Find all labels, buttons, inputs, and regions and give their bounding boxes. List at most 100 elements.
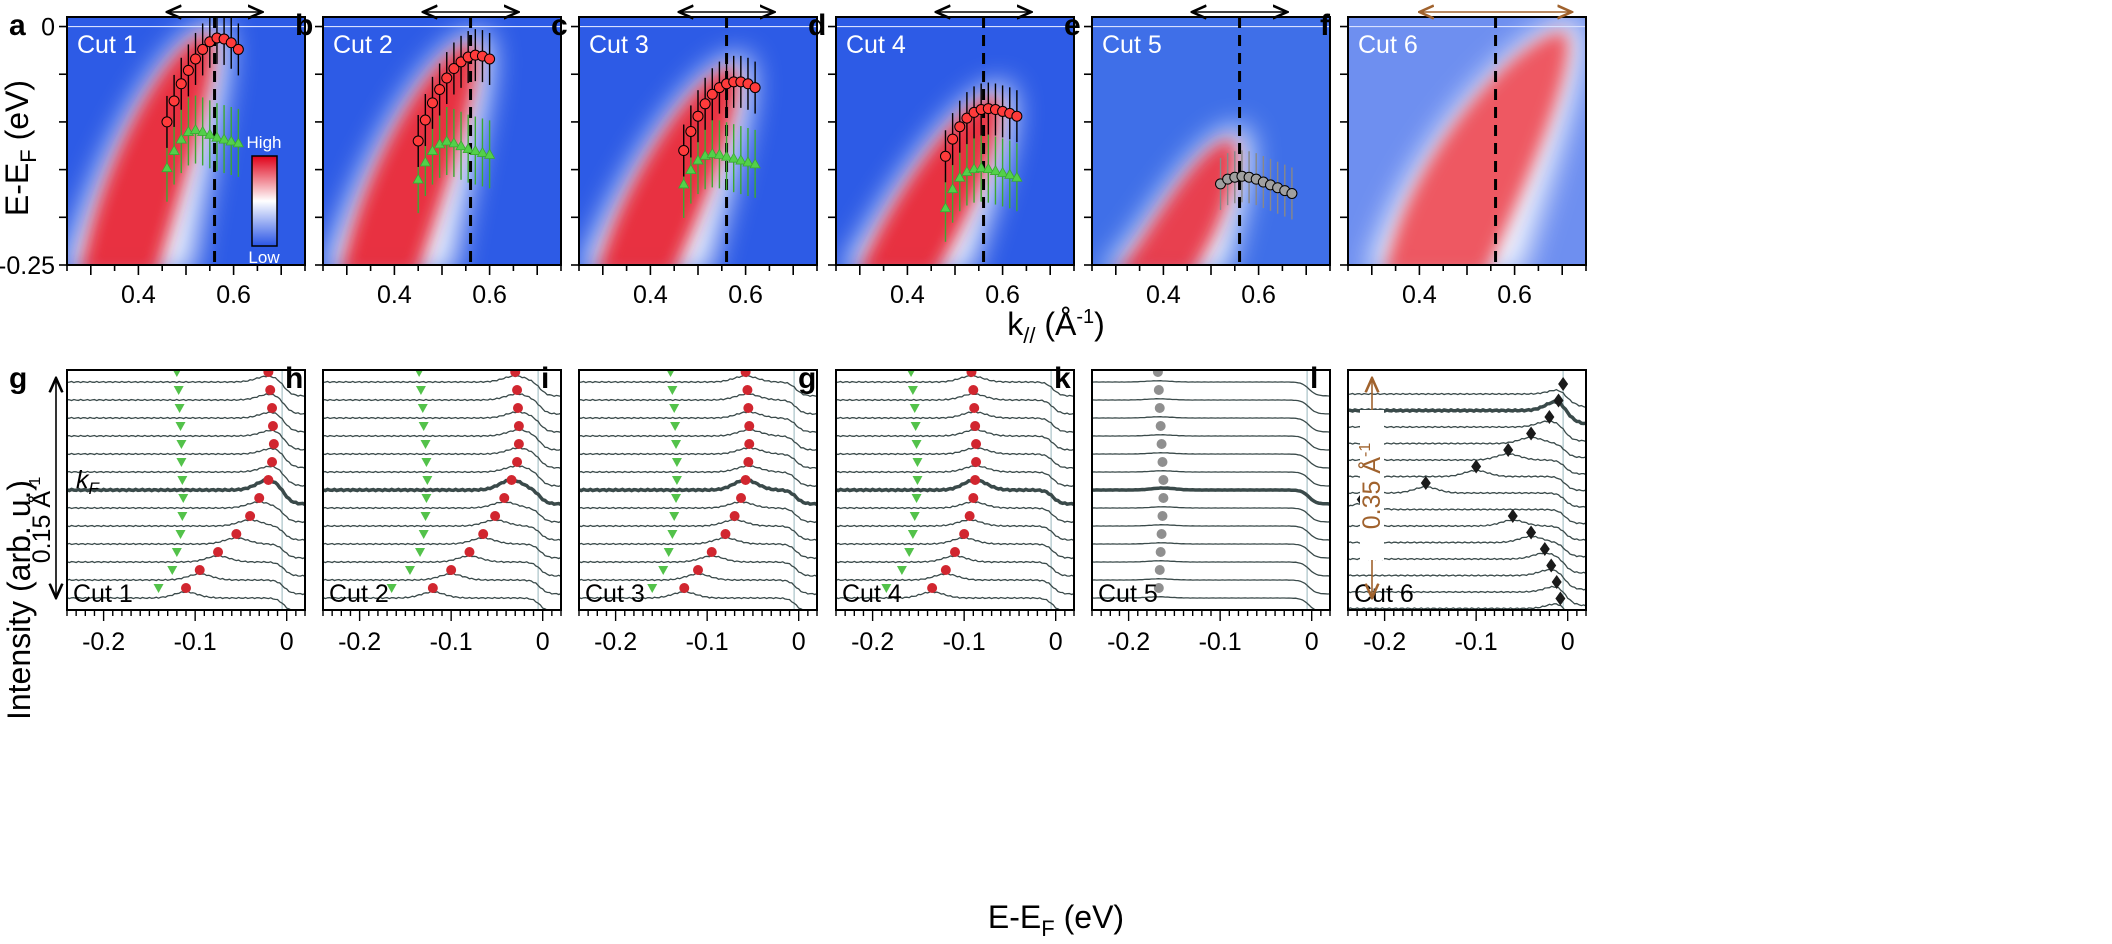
- green-point: [433, 138, 446, 149]
- green-peak-marker: [907, 386, 918, 395]
- x-tick-label: 0.6: [985, 281, 1020, 309]
- green-peak-marker: [912, 476, 923, 485]
- green-peak-marker: [904, 548, 915, 557]
- top-x-title: k// (Å-1): [1007, 306, 1105, 348]
- edc-curve: [67, 537, 305, 560]
- green-point: [678, 178, 690, 189]
- edc-stack: [1092, 370, 1330, 610]
- edc-curve: [1348, 420, 1586, 443]
- edc-curve: [67, 501, 305, 524]
- green-peak-marker: [171, 548, 182, 557]
- black-peak-marker: [1507, 509, 1518, 523]
- red-peak-marker: [744, 439, 755, 449]
- edc-curve: [1092, 380, 1330, 397]
- panel-g-edc: -0.2 -0.1 0 g Cut 1: [9, 362, 306, 656]
- black-peak-marker: [1526, 426, 1537, 441]
- red-peak-marker: [268, 439, 279, 449]
- red-peak-marker: [499, 493, 510, 503]
- red-peak-marker: [970, 421, 981, 431]
- green-peak-marker: [404, 566, 415, 575]
- edc-curve: [67, 465, 305, 487]
- green-peak-marker: [670, 422, 681, 431]
- edc-curve: [579, 554, 817, 577]
- red-point: [232, 43, 244, 55]
- bottom-y-title: Intensity (arb. u.): [1, 480, 37, 720]
- x-tick-label: -0.1: [943, 628, 986, 656]
- green-peak-marker: [911, 440, 922, 449]
- x-tick-label: 0.4: [377, 281, 412, 309]
- colorbar-high-label: High: [247, 133, 282, 152]
- edc-curve: [579, 518, 817, 542]
- edc-curve: [1092, 560, 1330, 577]
- red-peak-marker: [679, 583, 690, 593]
- green-peak-marker: [167, 566, 178, 575]
- black-peak-marker: [1558, 377, 1569, 391]
- green-point: [419, 156, 432, 167]
- green-peak-marker: [415, 370, 424, 377]
- x-tick-label: -0.2: [594, 628, 637, 656]
- x-tick-label: 0: [536, 628, 550, 656]
- red-peak-marker: [950, 547, 960, 557]
- axis-titles: k// (Å-1) E-EF (eV) E-EF (eV) Intensity …: [0, 80, 1124, 941]
- green-point: [483, 148, 496, 159]
- kF-label: kF: [76, 466, 101, 498]
- gray-peak-marker: [1158, 475, 1169, 485]
- red-point: [939, 150, 951, 162]
- edc-curve: [67, 429, 305, 451]
- red-peak-marker: [968, 385, 979, 395]
- red-point: [168, 95, 180, 107]
- green-point: [196, 125, 209, 136]
- panel-g-edc: -0.2 -0.1 0 g Cut 4: [798, 362, 1075, 656]
- green-point: [204, 128, 216, 139]
- red-peak-marker: [940, 565, 951, 575]
- edc-curve: [67, 411, 305, 434]
- red-peak-marker: [743, 403, 754, 413]
- red-peak-marker: [446, 565, 457, 575]
- x-tick-label: 0.4: [890, 281, 925, 309]
- green-point: [211, 131, 223, 142]
- green-point: [939, 201, 952, 213]
- scale-bar-035: 0.35 Å-1: [1356, 378, 1386, 598]
- x-tick-label: -0.1: [174, 628, 217, 656]
- cut-label: Cut 2: [333, 31, 393, 59]
- band-core: [342, 44, 477, 265]
- red-peak-marker: [267, 457, 278, 467]
- green-peak-marker: [153, 584, 164, 593]
- red-peak-marker: [513, 439, 524, 449]
- edc-curve: [836, 375, 1074, 398]
- red-peak-marker: [512, 385, 523, 395]
- red-peak-marker: [510, 370, 521, 377]
- edc-curve: [323, 374, 561, 398]
- edc-curve: [836, 590, 1062, 610]
- red-peak-marker: [267, 421, 278, 431]
- red-peak-marker: [927, 583, 938, 593]
- panel-k-edc: -0.2 -0.1 0 k Cut 5: [1054, 362, 1331, 656]
- panel-f: 0.4 0.6 f Cut 6: [1320, 9, 1587, 309]
- green-point: [469, 144, 481, 155]
- green-peak-marker: [647, 584, 658, 593]
- edc-curve: [579, 392, 817, 415]
- green-peak-marker: [178, 494, 189, 503]
- green-point: [441, 135, 453, 146]
- red-point: [197, 43, 209, 55]
- red-peak-marker: [181, 583, 191, 593]
- edc-curve: [836, 411, 1074, 434]
- x-tick-label: 0.6: [216, 281, 251, 309]
- edc-curve: [323, 518, 561, 542]
- green-point: [706, 147, 718, 158]
- x-tick-label: 0.4: [633, 281, 668, 309]
- panel-l-edc: -0.2 -0.1 0 l Cut 6: [1310, 362, 1587, 656]
- green-point: [175, 133, 187, 144]
- green-peak-marker: [177, 512, 188, 521]
- edc-curve: [1092, 542, 1330, 559]
- green-peak-marker: [173, 386, 184, 395]
- green-peak-marker: [667, 386, 678, 395]
- heatmap-e: [1092, 17, 1330, 265]
- red-peak-marker: [464, 547, 475, 557]
- gray-point: [1286, 187, 1298, 199]
- red-peak-marker: [740, 475, 751, 485]
- x-tick-label: 0: [792, 628, 806, 656]
- green-peak-marker: [418, 422, 429, 431]
- edc-curve: [323, 500, 561, 524]
- edc-curve: [67, 393, 305, 415]
